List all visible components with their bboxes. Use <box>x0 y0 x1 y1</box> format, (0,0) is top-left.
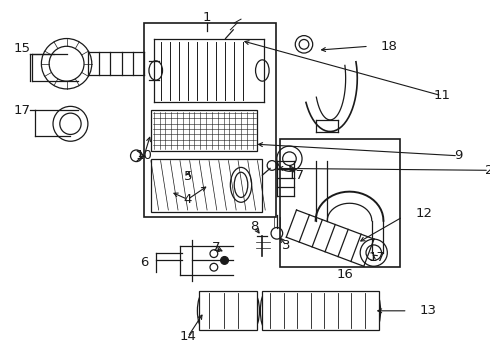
Bar <box>144 23 276 217</box>
Bar <box>280 139 400 267</box>
Text: 7: 7 <box>212 241 220 254</box>
Text: 8: 8 <box>250 220 259 233</box>
Text: 4: 4 <box>184 193 192 206</box>
Text: 12: 12 <box>416 207 432 220</box>
Text: 16: 16 <box>336 269 353 282</box>
Text: 13: 13 <box>419 304 436 317</box>
Text: 14: 14 <box>179 330 196 343</box>
Bar <box>199 292 257 330</box>
Text: 10: 10 <box>136 149 152 162</box>
Text: 17: 17 <box>368 251 385 264</box>
Text: 18: 18 <box>381 40 397 53</box>
Text: 1: 1 <box>203 11 211 24</box>
Bar <box>151 110 257 151</box>
Bar <box>151 159 262 212</box>
Text: 6: 6 <box>140 256 148 269</box>
Bar <box>262 292 379 330</box>
Text: 15: 15 <box>14 42 30 55</box>
Text: 17: 17 <box>288 168 305 182</box>
Text: 11: 11 <box>433 89 450 102</box>
Text: 5: 5 <box>183 170 192 183</box>
Text: 17: 17 <box>14 104 30 117</box>
Text: 2: 2 <box>485 164 490 177</box>
Text: 9: 9 <box>454 149 462 162</box>
Text: 3: 3 <box>282 239 291 252</box>
Circle shape <box>220 257 228 264</box>
